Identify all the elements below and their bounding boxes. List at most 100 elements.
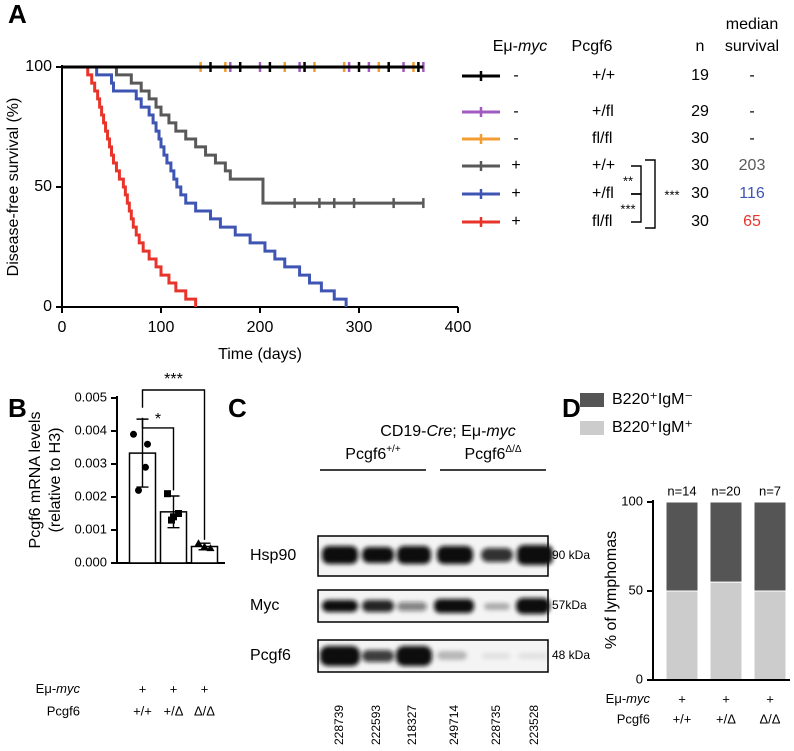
legend-n: 29	[691, 103, 709, 120]
data-point	[142, 463, 149, 471]
n-label: n=7	[759, 483, 781, 498]
legend-emu: +	[511, 213, 520, 230]
blot-group-part: +/+	[386, 444, 401, 455]
genotype: +	[678, 691, 686, 706]
significance-bracket	[141, 389, 206, 540]
legend-pcgf6: +/fl	[592, 103, 614, 120]
y-tick-label: 0.003	[74, 455, 107, 470]
legend-n: 30	[691, 157, 709, 174]
legend-median: -	[749, 103, 754, 120]
row-label-part: myc	[626, 691, 650, 706]
legend-header: n	[696, 38, 705, 55]
band	[484, 603, 510, 610]
legend-swatch	[580, 421, 604, 435]
comparison-label: ***	[664, 187, 679, 202]
comparison-bracket	[631, 193, 642, 223]
band	[437, 651, 467, 660]
legend-n: 30	[691, 213, 709, 230]
legend-emu: -	[513, 103, 518, 120]
legend-median: -	[749, 130, 754, 147]
x-tick-label: 200	[247, 319, 274, 336]
legend-median: 203	[739, 157, 766, 174]
y-tick-label: 0	[636, 671, 643, 686]
genotype: +	[201, 681, 209, 696]
genotype: +	[766, 691, 774, 706]
sample-id: 228739	[332, 705, 346, 745]
sample-id: 228735	[489, 705, 503, 745]
legend-emu: -	[513, 67, 518, 84]
band	[396, 646, 432, 666]
legend-emu: -	[513, 130, 518, 147]
x-tick-label: Δ/Δ	[760, 711, 781, 726]
data-point	[194, 539, 203, 547]
band	[320, 646, 360, 666]
band	[362, 650, 394, 662]
row-label-part: Eμ-	[36, 681, 57, 696]
significance-label: ***	[164, 371, 183, 388]
band	[397, 546, 431, 564]
blot-row-label: Hsp90	[250, 547, 296, 564]
legend-pcgf6: +/+	[592, 67, 615, 84]
panel-letter: C	[228, 393, 247, 423]
x-tick-label: 300	[346, 319, 373, 336]
legend-n: 30	[691, 130, 709, 147]
legend-label: B220⁺IgM⁺	[612, 419, 693, 436]
legend-pcgf6: fl/fl	[592, 130, 612, 147]
significance-bracket	[141, 417, 175, 491]
legend-header-part: Eμ-	[493, 38, 518, 55]
blot-group-part: Pcgf6	[464, 446, 505, 463]
row-label: Eμ-myc	[36, 681, 81, 696]
bar-segment	[753, 590, 787, 681]
y-tick-label: 0.002	[74, 488, 107, 503]
blot-images	[317, 469, 553, 673]
x-tick-label: +/+	[133, 703, 152, 718]
panel-letter: D	[562, 393, 581, 423]
band	[434, 599, 474, 613]
y-axis-label: Pcgf6 mRNA levels	[27, 412, 44, 549]
legend-emu: +	[511, 157, 520, 174]
x-tick-label: +/Δ	[164, 703, 184, 718]
legend-header: survival	[725, 38, 779, 55]
y-tick-label: 0.000	[74, 554, 107, 569]
legend-header: median	[726, 16, 778, 33]
x-tick-label: 400	[445, 319, 472, 336]
n-label: n=20	[711, 483, 740, 498]
data-point	[130, 430, 137, 438]
row-label-part: myc	[56, 681, 80, 696]
legend-n: 19	[691, 67, 709, 84]
sample-id: 223528	[527, 705, 541, 745]
y-tick-label: 0.005	[74, 389, 107, 404]
legend-swatch	[580, 393, 604, 407]
blot-group: Pcgf6Δ/Δ	[464, 444, 521, 464]
y-tick-label: 100	[25, 58, 52, 75]
legend-median: -	[749, 67, 754, 84]
genotype: +	[139, 681, 147, 696]
genotype: +	[722, 691, 730, 706]
data-point	[135, 486, 142, 494]
data-point	[168, 516, 175, 524]
data-point	[200, 542, 209, 550]
legend-median: 116	[739, 185, 765, 202]
y-tick-label: 100	[621, 493, 643, 508]
data-point	[206, 544, 215, 552]
blot-row-label: Myc	[250, 597, 279, 614]
legend-n: 30	[691, 185, 709, 202]
y-axis-label: % of lymphomas	[603, 531, 620, 649]
x-tick-label: 100	[148, 319, 175, 336]
band	[362, 547, 394, 563]
blot-title-part: ; Eμ-	[452, 423, 486, 440]
blot-size-label: 48 kDa	[552, 648, 590, 662]
genotype: +	[170, 681, 178, 696]
blot-group-part: Pcgf6	[345, 446, 386, 463]
legend-emu: +	[511, 185, 520, 202]
survival-curve	[62, 65, 348, 307]
data-point	[164, 490, 171, 498]
blot-title: CD19-Cre; Eμ-myc	[380, 423, 515, 440]
y-axis-label: (relative to H3)	[47, 428, 64, 533]
row-label: Eμ-myc	[606, 691, 651, 706]
data-point	[144, 440, 151, 448]
y-tick-label: 0.004	[74, 422, 107, 437]
bar-segment	[665, 501, 699, 592]
blot-title-part: CD19-	[380, 423, 426, 440]
